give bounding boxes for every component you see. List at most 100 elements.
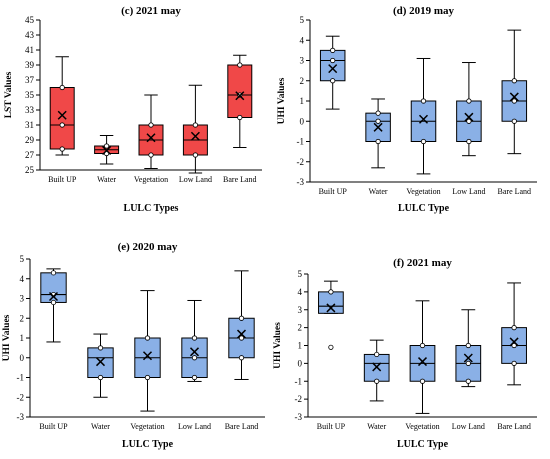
box-built-up — [319, 35, 346, 110]
inner-point — [511, 342, 517, 349]
x-category-label: Built UP — [319, 187, 348, 196]
y-tick-label: 39 — [25, 60, 35, 70]
chart-panel-1: (c) 2021 may 25 27 29 31 33 35 37 39 41 43 45 LST Va… — [4, 5, 262, 214]
chart-title: (c) 2021 may — [121, 5, 181, 17]
inner-point — [511, 325, 517, 331]
box-water — [94, 135, 120, 165]
inner-point — [97, 345, 104, 351]
inner-point — [50, 299, 57, 306]
inner-point — [148, 122, 154, 128]
x-category-label: Water — [367, 422, 386, 431]
y-tick-label: -3 — [17, 412, 25, 422]
mean-marker — [142, 351, 153, 361]
mean-marker — [328, 64, 338, 74]
x-category-label: Water — [91, 422, 110, 431]
box-vegetation — [134, 290, 161, 412]
box-water — [365, 98, 391, 169]
x-category-label: Built UP — [48, 175, 77, 184]
inner-point — [144, 374, 151, 381]
x-category-label: Low Land — [179, 175, 212, 184]
box-iqr — [49, 87, 75, 150]
x-category-label: Vegetation — [130, 422, 164, 431]
box-bare-land — [501, 29, 528, 155]
inner-point — [465, 360, 471, 366]
y-tick-label: 1 — [20, 333, 25, 343]
box-bare-land — [501, 282, 527, 386]
mean-marker — [326, 303, 336, 313]
y-tick-label: 3 — [20, 294, 25, 304]
inner-point — [419, 378, 426, 384]
y-tick-label: 0 — [20, 353, 25, 363]
inner-point — [511, 360, 517, 366]
mean-marker — [509, 92, 519, 102]
inner-point — [511, 98, 517, 104]
y-tick-label: -1 — [297, 137, 305, 147]
box-water — [87, 333, 114, 398]
mean-marker — [372, 362, 382, 372]
inner-point — [419, 342, 426, 349]
box-iqr — [40, 272, 67, 303]
y-tick-label: -3 — [297, 177, 305, 187]
x-category-label: Low Land — [178, 422, 211, 431]
inner-point — [238, 335, 245, 341]
y-tick-label: 1 — [300, 96, 305, 106]
x-axis-label: LULC Type — [397, 439, 449, 450]
box-iqr — [319, 49, 346, 82]
mean-marker — [190, 131, 200, 141]
mean-marker — [236, 329, 247, 339]
y-tick-label: -2 — [295, 394, 303, 404]
y-tick-label: -3 — [295, 412, 303, 422]
x-axis-label: LULC Types — [124, 203, 179, 214]
y-tick-label: 4 — [298, 287, 303, 297]
inner-point — [420, 138, 427, 145]
inner-point — [330, 78, 336, 84]
inner-point — [330, 47, 336, 53]
box-low-land — [455, 309, 482, 388]
box-vegetation — [138, 94, 164, 169]
y-tick-label: 25 — [25, 165, 35, 175]
x-category-label: Bare Land — [498, 187, 532, 196]
mean-marker — [189, 347, 200, 357]
x-category-label: Low Land — [452, 187, 485, 196]
mean-marker — [464, 112, 474, 122]
y-axis-label: UHI Values — [277, 77, 287, 124]
y-tick-label: 5 — [20, 254, 25, 264]
y-tick-label: 5 — [298, 269, 303, 279]
inner-point — [375, 110, 381, 116]
y-tick-label: 2 — [298, 323, 303, 333]
inner-point — [104, 143, 110, 149]
box-low-land — [181, 299, 208, 382]
inner-point — [375, 118, 381, 124]
box-low-land — [182, 84, 208, 174]
inner-point — [328, 289, 334, 295]
inner-point — [97, 374, 104, 381]
y-tick-label: -2 — [297, 157, 305, 167]
inner-point — [237, 62, 243, 68]
x-category-label: Bare Land — [497, 422, 531, 431]
inner-point — [511, 78, 517, 84]
x-category-label: Water — [97, 175, 116, 184]
y-axis-label: LST Values — [4, 71, 14, 118]
inner-point — [144, 335, 151, 341]
y-tick-label: -1 — [17, 373, 25, 383]
box-vegetation — [409, 300, 436, 414]
y-tick-label: 4 — [20, 274, 25, 284]
inner-point — [420, 98, 427, 104]
chart-panel-2: (d) 2019 may -3 -2 -1 0 1 2 3 4 5 UHI Values LULC T… — [277, 5, 537, 214]
inner-point — [374, 378, 380, 384]
y-tick-label: 2 — [20, 313, 25, 323]
inner-point — [192, 152, 198, 158]
inner-point — [466, 138, 472, 145]
inner-point — [148, 152, 154, 158]
box-built-up — [40, 268, 67, 343]
chart-panel-3: (e) 2020 may -3 -2 -1 0 1 2 3 4 5 UHI Values LULC T… — [2, 241, 265, 450]
y-tick-label: 33 — [25, 105, 35, 115]
inner-point — [511, 118, 517, 124]
mean-marker — [48, 291, 59, 302]
x-category-label: Bare Land — [225, 422, 259, 431]
outlier-point — [328, 344, 334, 350]
inner-point — [191, 374, 198, 381]
y-tick-label: 37 — [25, 75, 35, 85]
